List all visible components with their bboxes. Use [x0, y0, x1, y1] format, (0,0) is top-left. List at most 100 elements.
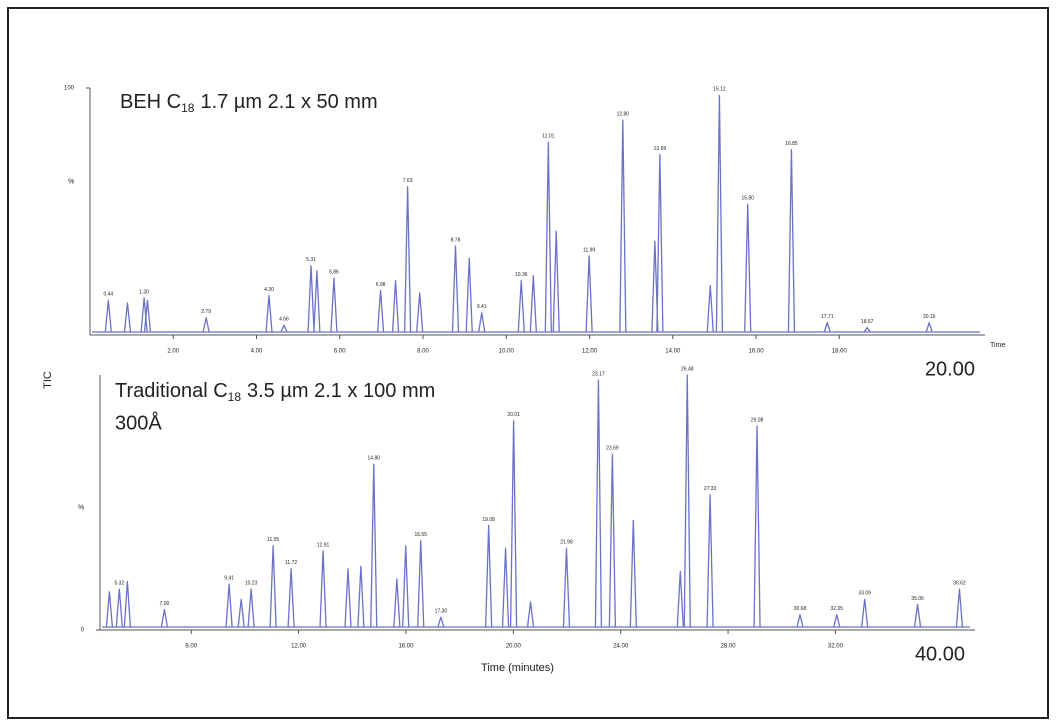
peak — [706, 494, 714, 628]
peak — [585, 255, 593, 333]
x-tick-label: 18.00 — [832, 349, 848, 355]
peak — [629, 519, 637, 628]
peak-label: 36.62 — [953, 581, 966, 587]
panel-subtitle: 300Å — [115, 411, 162, 434]
peak — [115, 588, 123, 628]
peak — [330, 277, 338, 333]
peak-label: 10.36 — [515, 272, 528, 278]
peak — [823, 322, 831, 333]
peak-label: 20.01 — [507, 412, 520, 418]
peak-label: 10.23 — [245, 581, 258, 587]
x-tick-label: 4.00 — [251, 349, 263, 355]
peak — [451, 245, 460, 333]
peak-label: 15.80 — [741, 195, 754, 201]
peak — [529, 275, 537, 333]
peak — [485, 524, 493, 628]
y-tick-label: 100 — [64, 86, 75, 92]
peak-label: 16.55 — [414, 532, 427, 538]
peak-label: 23.17 — [592, 371, 605, 377]
end-time-label: 20.00 — [925, 358, 975, 380]
peak — [393, 578, 401, 628]
peak — [344, 568, 352, 628]
peak — [562, 547, 571, 628]
peak-label: 4.30 — [264, 287, 274, 293]
peak-label: 27.33 — [704, 486, 717, 492]
peak — [391, 280, 400, 333]
y-tick-label: 0 — [81, 628, 85, 634]
peak — [552, 230, 560, 333]
peak — [753, 425, 761, 628]
peak — [656, 154, 664, 333]
x-tick-label: 16.00 — [749, 349, 765, 355]
peak — [143, 299, 152, 333]
peak — [123, 580, 132, 628]
peak — [715, 94, 724, 333]
peak-label: 7.63 — [403, 178, 413, 184]
peak — [237, 598, 245, 628]
peak-label: 14.80 — [368, 456, 381, 462]
peak — [160, 608, 169, 628]
x-tick-label: 12.00 — [582, 349, 598, 355]
peak — [370, 463, 378, 628]
title-text: Traditional C — [115, 380, 228, 402]
title-subscript: 18 — [228, 390, 242, 404]
x-tick-label: 16.00 — [398, 644, 414, 650]
peak-label: 8.78 — [451, 237, 461, 243]
peak-label: 9.41 — [224, 575, 234, 581]
peak — [861, 598, 869, 628]
peak-label: 2.79 — [201, 309, 211, 315]
peak-label: 11.72 — [285, 560, 297, 566]
peak-label: 15.12 — [713, 87, 726, 93]
peak — [313, 270, 321, 333]
title-text: 3.5 µm 2.1 x 100 mm — [247, 380, 435, 402]
peak — [416, 292, 424, 333]
x-tick-label: 8.00 — [417, 349, 429, 355]
peak-label: 18.67 — [861, 319, 874, 325]
peak-label: 5.32 — [114, 581, 124, 587]
x-tick-label: 12.00 — [291, 644, 307, 650]
title-text: BEH C — [120, 91, 181, 113]
peak — [123, 302, 132, 333]
peak-label: 5.31 — [306, 257, 316, 263]
peak — [594, 379, 603, 628]
peak-label: 13.69 — [654, 146, 667, 152]
x-tick-label: 20.00 — [506, 644, 522, 650]
panel-title: BEH C18 1.7 µm 2.1 x 50 mm — [120, 91, 378, 115]
peak-label: 9.41 — [477, 304, 487, 310]
peak — [501, 547, 510, 628]
x-axis-label: Time — [990, 342, 1005, 349]
peak — [744, 203, 752, 333]
peak-label: 4.66 — [279, 316, 289, 322]
peak — [417, 540, 425, 628]
peak-label: 0.44 — [103, 292, 113, 298]
peak-label: 17.71 — [821, 314, 834, 320]
x-tick-label: 10.00 — [499, 349, 515, 355]
peak — [833, 614, 841, 628]
peak — [683, 374, 691, 628]
peak — [465, 257, 473, 333]
x-tick-label: 28.00 — [721, 644, 737, 650]
peak-label: 30.68 — [794, 606, 807, 612]
x-tick-label: 24.00 — [613, 644, 629, 650]
peak-label: 12.80 — [617, 111, 630, 117]
peak — [526, 601, 535, 628]
peak — [265, 294, 273, 333]
peak-label: 1.30 — [139, 289, 149, 295]
peak-label: 32.05 — [831, 606, 844, 612]
peak-label: 12.91 — [317, 542, 330, 548]
peak — [478, 312, 486, 333]
peak — [706, 284, 714, 333]
end-time-label: 40.00 — [915, 643, 965, 665]
peak — [202, 317, 210, 333]
peak-label: 16.85 — [785, 141, 798, 147]
peak — [437, 616, 445, 628]
peak — [319, 550, 327, 628]
x-tick-label: 8.00 — [185, 644, 197, 650]
peak — [247, 588, 255, 628]
peak-label: 29.08 — [751, 417, 764, 423]
peak — [913, 603, 922, 628]
peak — [863, 326, 871, 333]
peak-label: 21.98 — [560, 540, 573, 546]
peak — [955, 588, 964, 628]
